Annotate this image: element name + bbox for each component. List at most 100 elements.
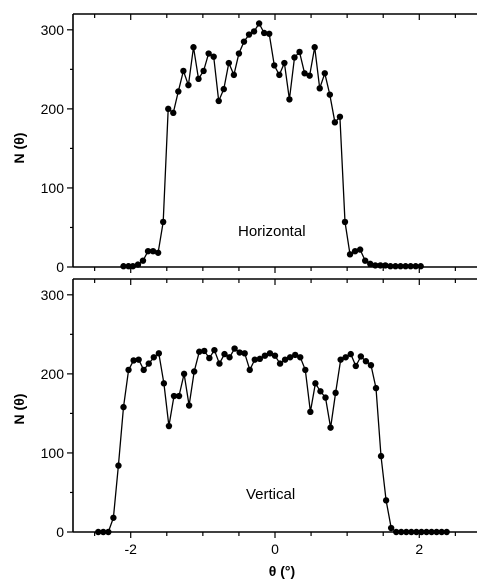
vertical-data-point	[433, 528, 440, 536]
vertical-data-point	[165, 422, 173, 430]
vertical-data-point	[251, 356, 258, 363]
vertical-data-point	[367, 361, 375, 369]
vertical-data-point	[362, 358, 370, 365]
vertical-data-point	[423, 528, 430, 536]
horizontal-data-point	[286, 96, 293, 103]
vertical-data-point	[135, 356, 142, 363]
horizontal-data-point	[402, 263, 409, 270]
horizontal-data-point	[195, 75, 202, 83]
vertical-data-point	[196, 348, 203, 355]
horizontal-y-tick-label: 0	[56, 259, 64, 275]
horizontal-data-point	[190, 44, 197, 51]
vertical-data-point	[302, 366, 309, 374]
vertical-y-tick-label: 0	[56, 524, 64, 540]
horizontal-data-point	[397, 263, 404, 270]
horizontal-data-point	[326, 91, 334, 98]
vertical-data-point	[281, 356, 289, 363]
vertical-data-point	[170, 392, 178, 400]
horizontal-data-point	[412, 263, 419, 270]
vertical-marks: 0 100 200 300 -2 0 2	[41, 278, 477, 557]
horizontal-marks: 0 100 200 300	[41, 13, 477, 275]
horizontal-data-point	[215, 97, 222, 105]
horizontal-data-point	[377, 262, 384, 269]
vertical-data-point	[382, 497, 390, 504]
vertical-data-point	[241, 350, 248, 357]
vertical-data-point	[307, 408, 314, 416]
vertical-y-tick-label: 100	[41, 445, 65, 461]
vertical-data-point	[130, 357, 137, 364]
vertical-y-tick-label: 300	[41, 287, 65, 303]
vertical-data-point	[372, 384, 380, 392]
vertical-y-tick-label: 200	[41, 366, 65, 382]
horizontal-data-point	[144, 247, 152, 255]
vertical-data-point	[105, 528, 112, 536]
horizontal-data-point	[281, 59, 288, 67]
horizontal-data-point	[372, 262, 379, 269]
horizontal-data-point	[291, 54, 298, 61]
vertical-data-point	[443, 528, 450, 536]
horizontal-data-point	[200, 67, 207, 75]
horizontal-data-point	[235, 50, 243, 57]
horizontal-data-point	[185, 81, 192, 89]
horizontal-data-point	[382, 262, 389, 269]
vertical-data-point	[231, 345, 238, 352]
vertical-data-point	[332, 389, 339, 397]
vertical-data-point	[292, 351, 299, 359]
vertical-data-point	[216, 360, 223, 367]
horizontal-data-point	[367, 260, 374, 268]
vertical-data-point	[322, 394, 329, 401]
horizontal-data-point	[205, 50, 212, 57]
vertical-data-point	[312, 380, 319, 387]
vertical-data-point	[276, 360, 284, 367]
vertical-data-point	[246, 366, 253, 374]
horizontal-data-point	[311, 44, 318, 51]
vertical-data-point	[100, 528, 107, 536]
x-axis-title: θ (°)	[269, 563, 295, 579]
vertical-data-point	[337, 356, 344, 363]
vertical-data-point	[266, 350, 274, 357]
horizontal-data-point	[316, 85, 323, 92]
vertical-data-point	[175, 392, 183, 400]
horizontal-data-point	[346, 251, 354, 258]
vertical-data-point	[398, 528, 405, 536]
horizontal-y-tick-label: 200	[41, 101, 65, 117]
horizontal-data-point	[180, 67, 187, 75]
horizontal-data-point	[296, 48, 303, 56]
vertical-data-point	[347, 350, 354, 358]
vertical-annotation: Vertical	[246, 486, 295, 503]
vertical-data-point	[155, 350, 163, 357]
horizontal-data-point	[271, 62, 278, 69]
horizontal-data-point	[175, 88, 182, 95]
vertical-data-point	[408, 528, 415, 536]
vertical-data-point	[226, 354, 233, 361]
horizontal-data-point	[407, 263, 414, 270]
vertical-series-line	[98, 347, 447, 533]
horizontal-data-point	[220, 85, 227, 93]
vertical-data-point	[438, 528, 445, 536]
horizontal-data-point	[266, 30, 273, 37]
vertical-data-point	[317, 388, 324, 395]
vertical-data-point	[160, 380, 168, 387]
horizontal-data-point	[321, 70, 328, 77]
horizontal-data-point	[210, 53, 217, 60]
vertical-data-point	[110, 514, 117, 521]
horizontal-data-point	[170, 109, 177, 117]
vertical-data-point	[145, 360, 152, 367]
horizontal-data-point	[331, 119, 339, 126]
horizontal-data-point	[149, 247, 157, 255]
vertical-data-point	[256, 355, 264, 363]
horizontal-data-point	[139, 257, 147, 264]
horizontal-data-point	[341, 218, 349, 226]
horizontal-data-point	[230, 71, 238, 79]
vertical-data-point	[120, 403, 127, 411]
vertical-data-point	[403, 528, 410, 536]
horizontal-data-point	[306, 72, 313, 79]
vertical-data-point	[201, 347, 208, 355]
vertical-data-point	[342, 354, 349, 361]
x-tick-label: 2	[415, 541, 423, 557]
horizontal-data-point	[361, 257, 369, 264]
vertical-data-point	[418, 528, 425, 536]
horizontal-data-point	[417, 263, 424, 270]
vertical-data-point	[413, 528, 420, 536]
